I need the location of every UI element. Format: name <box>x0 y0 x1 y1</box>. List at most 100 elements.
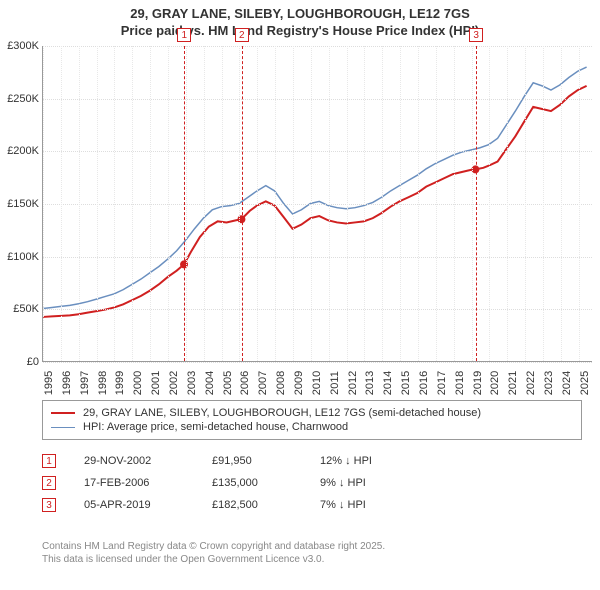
ytick-label: £0 <box>3 356 39 368</box>
xtick-label: 2009 <box>293 371 305 395</box>
sales-row: 305-APR-2019£182,5007% ↓ HPI <box>42 494 420 516</box>
title-line1: 29, GRAY LANE, SILEBY, LOUGHBOROUGH, LE1… <box>130 6 470 21</box>
sales-date: 29-NOV-2002 <box>84 455 184 467</box>
ytick-label: £300K <box>3 40 39 52</box>
grid-v <box>61 46 62 361</box>
grid-v <box>275 46 276 361</box>
grid-h <box>43 99 592 100</box>
ytick-label: £150K <box>3 198 39 210</box>
grid-v <box>293 46 294 361</box>
sales-table: 129-NOV-2002£91,95012% ↓ HPI217-FEB-2006… <box>42 450 420 516</box>
sale-vline <box>242 46 243 361</box>
xtick-label: 2023 <box>543 371 555 395</box>
xtick-label: 2022 <box>525 371 537 395</box>
attribution-line2: This data is licensed under the Open Gov… <box>42 554 324 565</box>
ytick-label: £250K <box>3 93 39 105</box>
sale-vline <box>476 46 477 361</box>
sales-diff: 9% ↓ HPI <box>320 477 420 489</box>
legend-swatch <box>51 427 75 428</box>
legend-swatch <box>51 412 75 414</box>
xtick-label: 2007 <box>257 371 269 395</box>
grid-h <box>43 204 592 205</box>
sales-row: 129-NOV-2002£91,95012% ↓ HPI <box>42 450 420 472</box>
sale-index-box: 1 <box>177 28 191 42</box>
grid-v <box>364 46 365 361</box>
grid-v <box>222 46 223 361</box>
sales-diff: 12% ↓ HPI <box>320 455 420 467</box>
xtick-label: 2012 <box>347 371 359 395</box>
series-hpi <box>43 67 587 308</box>
grid-h <box>43 309 592 310</box>
xtick-label: 2002 <box>168 371 180 395</box>
grid-h <box>43 362 592 363</box>
grid-v <box>168 46 169 361</box>
xtick-label: 2001 <box>150 371 162 395</box>
grid-v <box>561 46 562 361</box>
xtick-label: 1999 <box>114 371 126 395</box>
legend-label: HPI: Average price, semi-detached house,… <box>83 421 348 433</box>
xtick-label: 2015 <box>400 371 412 395</box>
xtick-label: 2017 <box>436 371 448 395</box>
xtick-label: 1995 <box>43 371 55 395</box>
grid-v <box>382 46 383 361</box>
chart-container: 29, GRAY LANE, SILEBY, LOUGHBOROUGH, LE1… <box>0 0 600 590</box>
xtick-label: 2005 <box>222 371 234 395</box>
xtick-label: 1998 <box>97 371 109 395</box>
xtick-label: 2008 <box>275 371 287 395</box>
xtick-label: 2025 <box>579 371 591 395</box>
ytick-label: £100K <box>3 251 39 263</box>
ytick-label: £50K <box>3 303 39 315</box>
series-price_paid <box>43 86 587 317</box>
attribution-line1: Contains HM Land Registry data © Crown c… <box>42 541 385 552</box>
xtick-label: 2004 <box>204 371 216 395</box>
grid-v <box>114 46 115 361</box>
xtick-label: 2000 <box>132 371 144 395</box>
grid-v <box>543 46 544 361</box>
grid-v <box>186 46 187 361</box>
grid-v <box>418 46 419 361</box>
legend: 29, GRAY LANE, SILEBY, LOUGHBOROUGH, LE1… <box>42 400 582 440</box>
sales-row: 217-FEB-2006£135,0009% ↓ HPI <box>42 472 420 494</box>
sale-vline <box>184 46 185 361</box>
xtick-label: 2010 <box>311 371 323 395</box>
xtick-label: 2020 <box>489 371 501 395</box>
xtick-label: 2021 <box>507 371 519 395</box>
grid-h <box>43 257 592 258</box>
sales-price: £182,500 <box>212 499 292 511</box>
sale-index-box: 3 <box>469 28 483 42</box>
xtick-label: 1996 <box>61 371 73 395</box>
grid-v <box>347 46 348 361</box>
legend-item: HPI: Average price, semi-detached house,… <box>51 420 573 434</box>
sales-diff: 7% ↓ HPI <box>320 499 420 511</box>
xtick-label: 2011 <box>329 371 341 395</box>
xtick-label: 2013 <box>364 371 376 395</box>
xtick-label: 1997 <box>79 371 91 395</box>
grid-v <box>489 46 490 361</box>
grid-v <box>507 46 508 361</box>
xtick-label: 2006 <box>239 371 251 395</box>
xtick-label: 2018 <box>454 371 466 395</box>
grid-v <box>436 46 437 361</box>
grid-v <box>204 46 205 361</box>
sale-index-box: 2 <box>235 28 249 42</box>
grid-v <box>257 46 258 361</box>
grid-v <box>132 46 133 361</box>
attribution: Contains HM Land Registry data © Crown c… <box>42 540 385 566</box>
plot-area: £0£50K£100K£150K£200K£250K£300K199519961… <box>42 46 592 362</box>
grid-v <box>150 46 151 361</box>
grid-h <box>43 46 592 47</box>
sales-idx-box: 3 <box>42 498 56 512</box>
sales-idx-box: 2 <box>42 476 56 490</box>
sales-price: £135,000 <box>212 477 292 489</box>
xtick-label: 2016 <box>418 371 430 395</box>
grid-v <box>579 46 580 361</box>
xtick-label: 2014 <box>382 371 394 395</box>
legend-label: 29, GRAY LANE, SILEBY, LOUGHBOROUGH, LE1… <box>83 407 481 419</box>
title-line2: Price paid vs. HM Land Registry's House … <box>121 23 480 38</box>
grid-h <box>43 151 592 152</box>
grid-v <box>400 46 401 361</box>
sales-price: £91,950 <box>212 455 292 467</box>
grid-v <box>311 46 312 361</box>
chart-title: 29, GRAY LANE, SILEBY, LOUGHBOROUGH, LE1… <box>0 0 600 40</box>
grid-v <box>525 46 526 361</box>
